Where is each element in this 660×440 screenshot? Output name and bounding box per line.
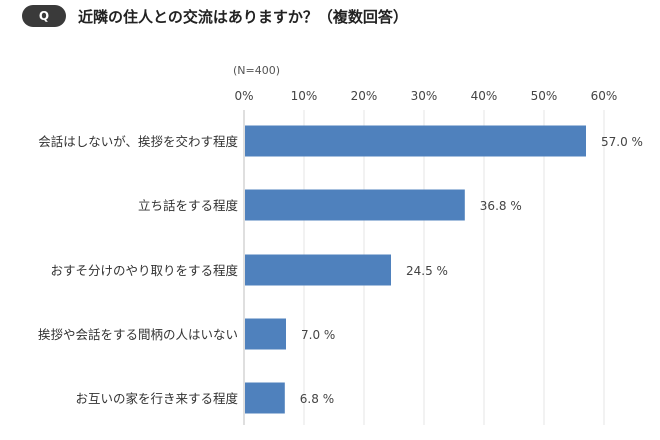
value-label: 24.5 % xyxy=(406,264,448,278)
bar xyxy=(245,125,586,157)
category-label: お互いの家を行き来する程度 xyxy=(75,391,238,406)
x-tick-label: 20% xyxy=(351,89,378,103)
x-tick-label: 60% xyxy=(591,89,618,103)
value-label: 7.0 % xyxy=(301,328,335,342)
category-label: 会話はしないが、挨拶を交わす程度 xyxy=(38,134,238,149)
category-label: おすそ分けのやり取りをする程度 xyxy=(50,263,238,278)
value-label: 6.8 % xyxy=(300,392,334,406)
category-label: 挨拶や会話をする間柄の人はいない xyxy=(38,327,238,342)
x-tick-label: 10% xyxy=(291,89,318,103)
x-tick-label: 50% xyxy=(531,89,558,103)
question-badge: Q xyxy=(22,5,66,27)
value-label: 57.0 % xyxy=(601,135,643,149)
x-tick-label: 0% xyxy=(234,89,253,103)
category-label: 立ち話をする程度 xyxy=(138,198,239,213)
bar xyxy=(245,318,286,350)
bar xyxy=(245,254,391,286)
bar xyxy=(245,382,285,414)
bar xyxy=(245,189,465,221)
sample-size-note: (N=400) xyxy=(233,64,281,77)
question-title: 近隣の住人との交流はありますか？（複数回答） xyxy=(78,7,408,26)
x-tick-label: 30% xyxy=(411,89,438,103)
x-tick-label: 40% xyxy=(471,89,498,103)
value-label: 36.8 % xyxy=(480,199,522,213)
question-header: Q 近隣の住人との交流はありますか？（複数回答） xyxy=(22,4,408,28)
